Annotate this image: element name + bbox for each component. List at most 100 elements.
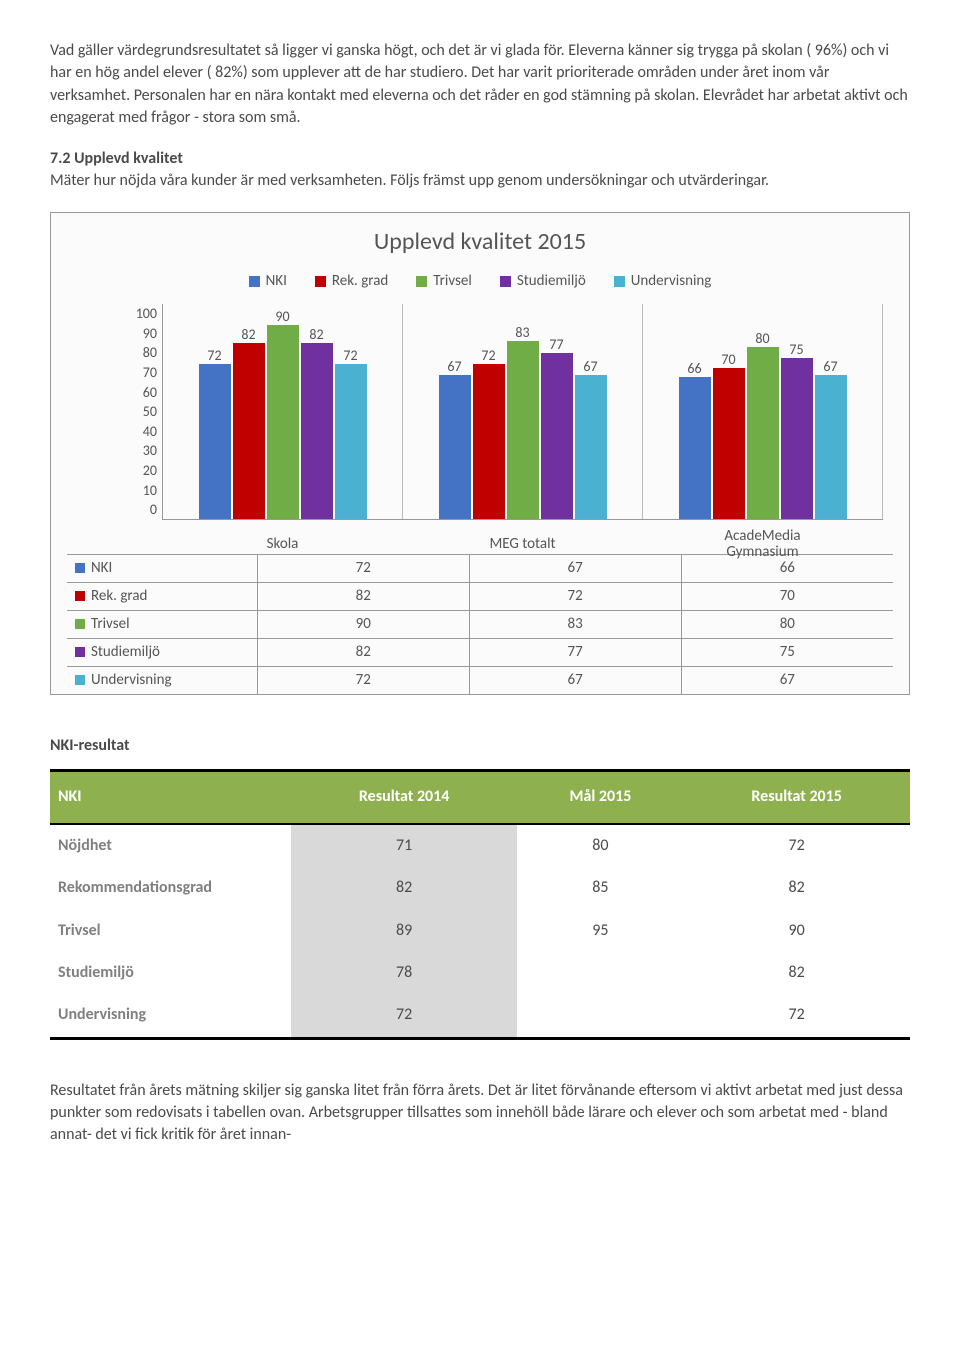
chart-table-row-head: Rek. grad <box>67 582 257 610</box>
category-label: MEG totalt <box>403 536 642 553</box>
section-72: 7.2 Upplevd kvalitet Mäter hur nöjda vår… <box>50 148 910 193</box>
nki-col-header: Resultat 2015 <box>683 771 910 824</box>
y-tick: 20 <box>117 461 157 481</box>
bar: 90 <box>267 325 299 519</box>
nki-row-label: Rekommendationsgrad <box>50 867 291 909</box>
legend-label: Studiemiljö <box>517 271 586 292</box>
table-swatch <box>75 647 85 657</box>
quality-chart: Upplevd kvalitet 2015 NKIRek. gradTrivse… <box>50 212 910 695</box>
chart-data-table: NKI726766Rek. grad827270Trivsel908380Stu… <box>67 554 893 694</box>
bar-value-label: 75 <box>789 340 803 360</box>
y-tick: 50 <box>117 402 157 422</box>
nki-cell <box>517 952 683 994</box>
bar: 80 <box>747 347 779 519</box>
bar: 66 <box>679 377 711 519</box>
table-swatch <box>75 591 85 601</box>
bar-value-label: 66 <box>687 359 701 379</box>
section-72-body: Mäter hur nöjda våra kunder är med verks… <box>50 171 769 190</box>
nki-cell: 72 <box>291 994 518 1038</box>
chart-table-cell: 82 <box>257 638 469 666</box>
chart-legend: NKI Rek. grad Trivsel Studiemiljö Undervisni… <box>67 271 893 292</box>
intro-paragraph: Vad gäller värdegrundsresultatet så ligg… <box>50 40 910 130</box>
bar-value-label: 72 <box>343 346 357 366</box>
nki-cell: 82 <box>683 867 910 909</box>
legend-item: NKI <box>249 271 287 292</box>
bar-value-label: 72 <box>481 346 495 366</box>
legend-swatch <box>500 276 511 287</box>
bars-wrap: 6670807567AcadeMediaGymnasium <box>643 304 882 519</box>
nki-col-header: Mål 2015 <box>517 771 683 824</box>
legend-label: Undervisning <box>631 271 712 292</box>
chart-table-cell: 90 <box>257 610 469 638</box>
bars-wrap: 6772837767MEG totalt <box>403 304 642 519</box>
closing-paragraph: Resultatet från årets mätning skiljer si… <box>50 1080 910 1147</box>
legend-item: Trivsel <box>416 271 472 292</box>
bar-value-label: 82 <box>309 325 323 345</box>
nki-row-label: Studiemiljö <box>50 952 291 994</box>
bar: 77 <box>541 353 573 519</box>
legend-swatch <box>249 276 260 287</box>
y-tick: 70 <box>117 363 157 383</box>
y-tick: 40 <box>117 422 157 442</box>
chart-plot: 1009080706050403020100 7282908272Skola67… <box>162 304 883 544</box>
nki-cell: 82 <box>291 867 518 909</box>
legend-swatch <box>614 276 625 287</box>
chart-table-cell: 77 <box>469 638 681 666</box>
table-swatch <box>75 619 85 629</box>
table-row: Trivsel899590 <box>50 910 910 952</box>
y-tick: 10 <box>117 481 157 501</box>
nki-table: NKIResultat 2014Mål 2015Resultat 2015Nöj… <box>50 769 910 1039</box>
bar-value-label: 83 <box>515 323 529 343</box>
chart-table-row-head: NKI <box>67 554 257 582</box>
bar: 70 <box>713 368 745 519</box>
bar: 82 <box>233 343 265 519</box>
table-row: Nöjdhet718072 <box>50 824 910 867</box>
category-label: AcadeMediaGymnasium <box>643 528 882 561</box>
nki-col-header: NKI <box>50 771 291 824</box>
chart-table-cell: 67 <box>681 666 893 694</box>
legend-swatch <box>315 276 326 287</box>
y-tick: 60 <box>117 383 157 403</box>
bar-value-label: 67 <box>823 357 837 377</box>
legend-item: Undervisning <box>614 271 712 292</box>
nki-cell: 85 <box>517 867 683 909</box>
chart-table-row-head: Studiemiljö <box>67 638 257 666</box>
y-tick: 100 <box>117 304 157 324</box>
chart-table-cell: 82 <box>257 582 469 610</box>
nki-cell: 78 <box>291 952 518 994</box>
bar: 72 <box>335 364 367 519</box>
bar: 72 <box>473 364 505 519</box>
legend-label: Trivsel <box>433 271 472 292</box>
legend-label: Rek. grad <box>332 271 388 292</box>
legend-item: Rek. grad <box>315 271 388 292</box>
nki-cell: 82 <box>683 952 910 994</box>
bar: 67 <box>575 375 607 519</box>
chart-table-cell: 80 <box>681 610 893 638</box>
chart-table-cell: 72 <box>257 666 469 694</box>
chart-group: 6670807567AcadeMediaGymnasium <box>643 304 883 519</box>
bar: 67 <box>439 375 471 519</box>
chart-table-row-head: Trivsel <box>67 610 257 638</box>
table-swatch <box>75 675 85 685</box>
nki-row-label: Undervisning <box>50 994 291 1038</box>
bar-value-label: 80 <box>755 329 769 349</box>
table-swatch <box>75 563 85 573</box>
bar-value-label: 72 <box>207 346 221 366</box>
chart-group: 6772837767MEG totalt <box>403 304 643 519</box>
bar-value-label: 90 <box>275 307 289 327</box>
nki-cell <box>517 994 683 1038</box>
bars-wrap: 7282908272Skola <box>163 304 402 519</box>
bar-value-label: 70 <box>721 350 735 370</box>
bar: 67 <box>815 375 847 519</box>
section-72-heading: 7.2 Upplevd kvalitet <box>50 149 183 168</box>
nki-cell: 71 <box>291 824 518 867</box>
nki-row-label: Nöjdhet <box>50 824 291 867</box>
y-tick: 0 <box>117 500 157 520</box>
y-tick: 80 <box>117 343 157 363</box>
table-row: Rekommendationsgrad828582 <box>50 867 910 909</box>
chart-y-axis: 1009080706050403020100 <box>117 304 157 520</box>
bar: 72 <box>199 364 231 519</box>
bar-value-label: 82 <box>241 325 255 345</box>
y-tick: 30 <box>117 441 157 461</box>
legend-item: Studiemiljö <box>500 271 586 292</box>
